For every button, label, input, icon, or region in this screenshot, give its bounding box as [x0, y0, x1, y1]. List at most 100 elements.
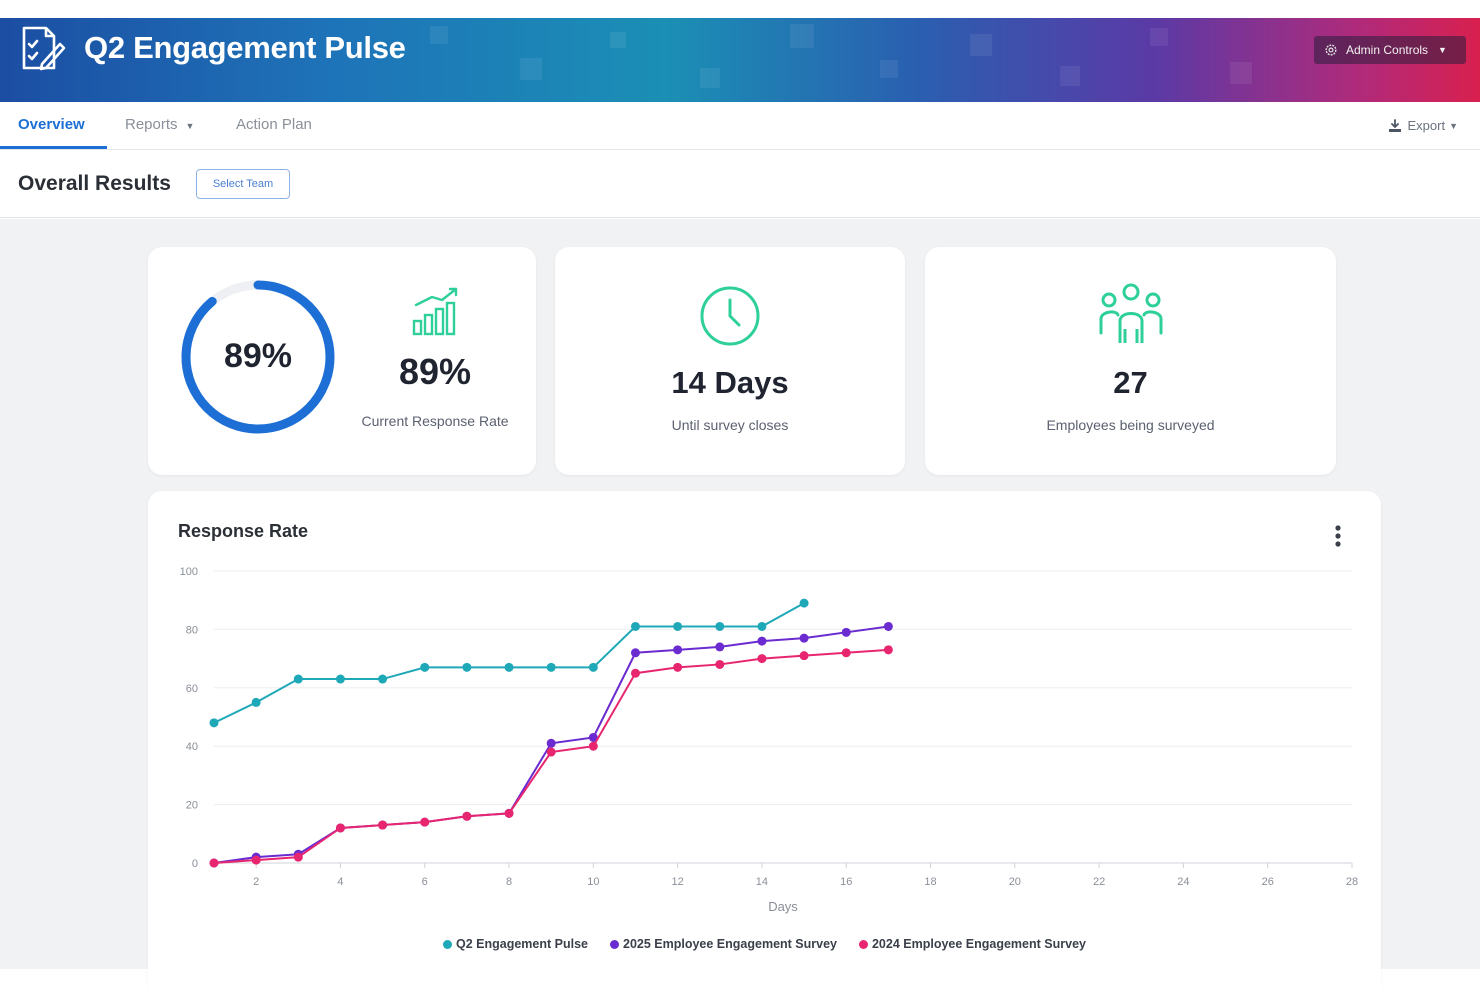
- tab-reports[interactable]: Reports ▼: [125, 116, 194, 133]
- legend-item[interactable]: Q2 Engagement Pulse: [443, 937, 588, 951]
- more-options-icon[interactable]: [1328, 523, 1348, 549]
- legend-swatch: [610, 939, 619, 949]
- export-button[interactable]: Export ▼: [1388, 118, 1458, 133]
- data-point: [462, 662, 472, 672]
- data-point: [251, 697, 261, 707]
- banner-decoration: [610, 32, 626, 48]
- data-point: [504, 808, 514, 818]
- data-point: [630, 668, 640, 678]
- data-point: [673, 662, 683, 672]
- data-point: [588, 732, 598, 742]
- employees-value: 27: [1113, 365, 1148, 400]
- gear-icon: [1325, 44, 1337, 56]
- active-tab-indicator: [0, 146, 107, 149]
- data-point: [462, 811, 472, 821]
- banner-decoration: [790, 24, 814, 48]
- y-tick-label: 80: [186, 624, 198, 636]
- data-point: [251, 855, 261, 865]
- section-title: Overall Results: [18, 172, 171, 195]
- main-nav: Overview Reports ▼ Action Plan Export ▼: [0, 102, 1480, 150]
- response-rate-chart-card: Response Rate 0 20 40 60 80 100 2 4 6 8 10 12 14 16 18…: [148, 491, 1381, 987]
- download-icon: [1388, 118, 1401, 132]
- data-point: [546, 662, 556, 672]
- data-point: [420, 817, 430, 827]
- response-rate-ring: [181, 280, 335, 434]
- select-team-button[interactable]: Select Team: [196, 169, 290, 199]
- data-point: [799, 598, 809, 608]
- tab-action-plan[interactable]: Action Plan: [236, 116, 312, 133]
- y-tick-label: 40: [186, 741, 198, 753]
- x-tick-label: 2: [253, 876, 259, 888]
- legend-label: 2024 Employee Engagement Survey: [871, 937, 1086, 951]
- chart-title: Response Rate: [178, 521, 309, 541]
- x-tick-label: 22: [1093, 876, 1105, 888]
- x-tick-label: 24: [1177, 876, 1189, 888]
- dashboard-content: 89% 89% Current Response Rate 14 Days Un…: [0, 219, 1480, 987]
- data-point: [673, 645, 683, 655]
- x-tick-label: 28: [1346, 876, 1358, 888]
- data-point: [588, 741, 598, 751]
- x-tick-label: 6: [422, 876, 428, 888]
- bar-chart-trend-icon: [412, 287, 458, 336]
- tab-overview[interactable]: Overview: [18, 116, 85, 133]
- data-point: [799, 651, 809, 661]
- legend-item[interactable]: 2024 Employee Engagement Survey: [858, 937, 1086, 951]
- data-point: [757, 621, 767, 631]
- data-point: [799, 633, 809, 643]
- x-tick-label: 12: [672, 876, 684, 888]
- export-label: Export: [1407, 118, 1446, 133]
- data-point: [335, 823, 345, 833]
- data-point: [715, 659, 725, 669]
- banner-decoration: [970, 34, 992, 56]
- legend-label: 2025 Employee Engagement Survey: [623, 937, 837, 951]
- ring-percentage: 89%: [223, 337, 293, 375]
- data-point: [378, 674, 388, 684]
- data-point: [630, 621, 640, 631]
- y-tick-label: 100: [180, 566, 198, 578]
- x-tick-label: 26: [1262, 876, 1274, 888]
- x-tick-label: 18: [924, 876, 936, 888]
- legend-label: Q2 Engagement Pulse: [456, 937, 588, 951]
- data-point: [883, 621, 893, 631]
- legend-swatch: [443, 939, 453, 949]
- results-subheader: Overall Results Select Team: [0, 150, 1480, 218]
- banner-decoration: [880, 60, 898, 78]
- response-rate-label: Current Response Rate: [361, 413, 509, 429]
- data-point: [757, 636, 767, 646]
- people-group-icon: [1099, 283, 1163, 343]
- banner-decoration: [520, 58, 542, 80]
- data-point: [293, 674, 303, 684]
- app-title: Q2 Engagement Pulse: [84, 30, 406, 65]
- days-remaining-label: Until survey closes: [671, 417, 789, 433]
- survey-checklist-icon: [22, 26, 66, 71]
- x-tick-label: 20: [1009, 876, 1021, 888]
- y-tick-label: 60: [186, 683, 198, 695]
- chart-legend: Q2 Engagement Pulse 2025 Employee Engagem…: [148, 937, 1381, 951]
- data-point: [546, 738, 556, 748]
- app-header-banner: Q2 Engagement Pulse Admin Controls ▼: [0, 18, 1480, 102]
- banner-decoration: [430, 26, 448, 44]
- x-tick-label: 8: [506, 876, 512, 888]
- data-point: [841, 648, 851, 658]
- admin-controls-button[interactable]: Admin Controls ▼: [1314, 36, 1466, 64]
- data-point: [420, 662, 430, 672]
- banner-decoration: [1230, 62, 1252, 84]
- data-point: [715, 642, 725, 652]
- data-point: [673, 621, 683, 631]
- employees-kpi-card: 27 Employees being surveyed: [925, 247, 1336, 475]
- days-remaining-value: 14 Days: [671, 365, 789, 400]
- y-tick-label: 0: [192, 858, 198, 870]
- data-point: [883, 645, 893, 655]
- x-tick-label: 14: [756, 876, 768, 888]
- x-tick-label: 10: [587, 876, 599, 888]
- employees-label: Employees being surveyed: [1046, 417, 1215, 433]
- data-point: [630, 648, 640, 658]
- banner-decoration: [1150, 28, 1168, 46]
- chevron-down-icon: ▼: [185, 121, 195, 131]
- legend-swatch: [858, 939, 868, 949]
- days-remaining-kpi-card: 14 Days Until survey closes: [555, 247, 905, 475]
- data-point: [209, 718, 219, 728]
- response-rate-value: 89%: [398, 351, 472, 392]
- legend-item[interactable]: 2025 Employee Engagement Survey: [610, 937, 837, 951]
